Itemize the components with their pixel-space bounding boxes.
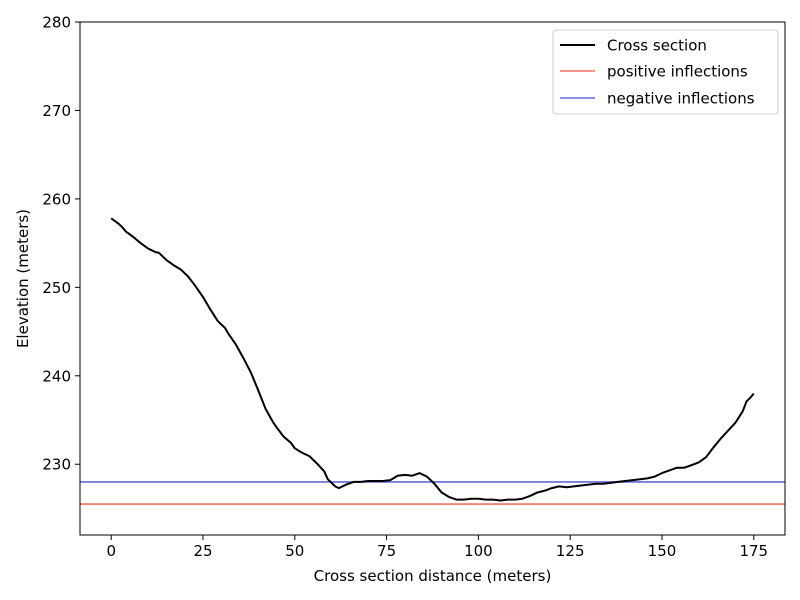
y-tick-label: 270 <box>42 102 71 120</box>
y-tick-label: 280 <box>42 14 71 32</box>
x-tick-label: 100 <box>464 542 493 560</box>
x-tick-label: 175 <box>739 542 768 560</box>
x-tick-label: 0 <box>106 542 116 560</box>
y-tick-label: 240 <box>42 367 71 385</box>
x-tick-label: 125 <box>556 542 585 560</box>
y-tick-label: 230 <box>42 456 71 474</box>
plot-area-frame <box>79 21 786 536</box>
legend-frame <box>552 29 779 115</box>
legend: Cross section positive inflections negat… <box>552 29 779 115</box>
legend-label-positive-inflections: positive inflections <box>607 63 748 81</box>
x-axis-label: Cross section distance (meters) <box>314 567 552 585</box>
y-axis-label: Elevation (meters) <box>14 209 32 348</box>
legend-label-cross-section: Cross section <box>607 37 707 55</box>
x-tick-label: 150 <box>648 542 677 560</box>
y-tick-label: 260 <box>42 190 71 208</box>
cross-section-line <box>110 217 755 502</box>
y-tick-label: 250 <box>42 279 71 297</box>
x-tick-label: 50 <box>285 542 304 560</box>
legend-label-negative-inflections: negative inflections <box>607 90 755 108</box>
x-tick-label: 75 <box>377 542 396 560</box>
x-tick-label: 25 <box>193 542 212 560</box>
